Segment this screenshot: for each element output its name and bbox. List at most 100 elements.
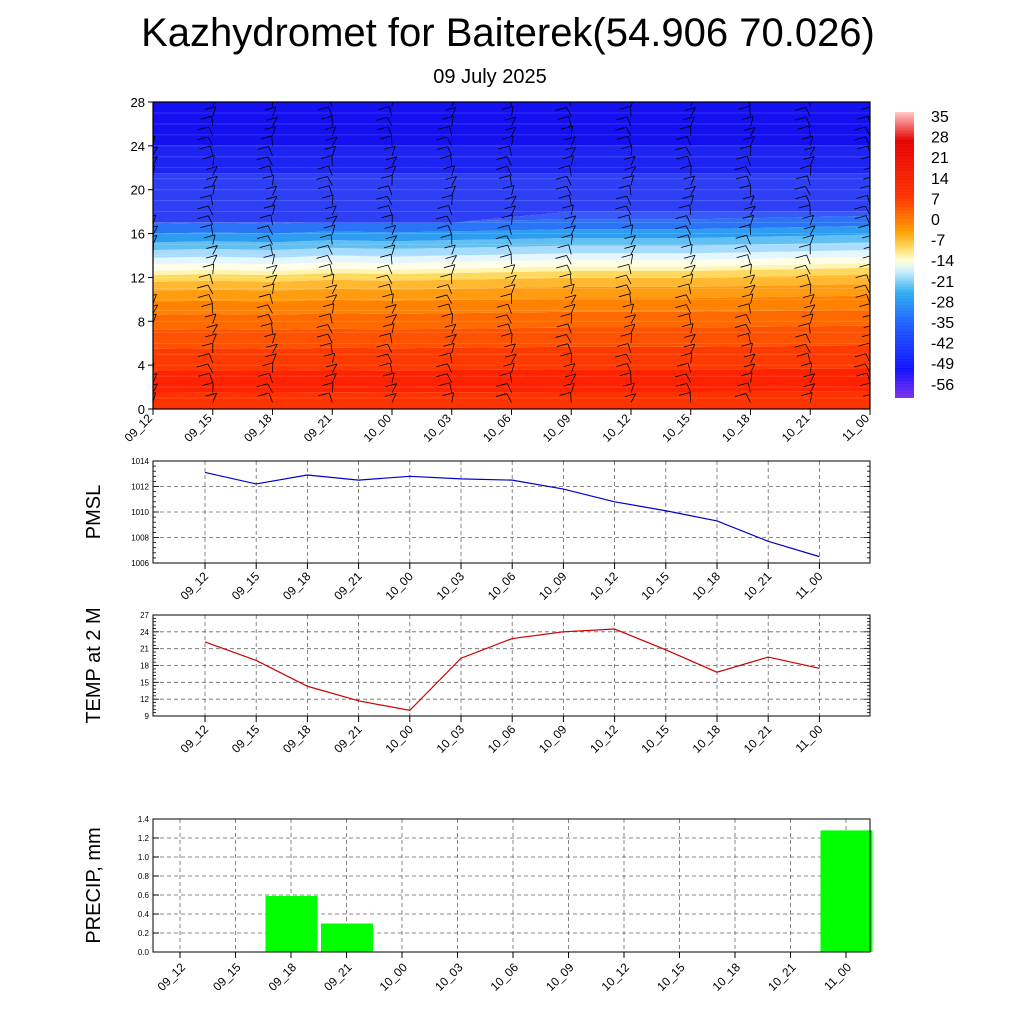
wind-barb-staff [685, 294, 692, 304]
colorbar-label: -49 [931, 356, 954, 373]
wind-barb-flag [504, 126, 517, 131]
wind-barb-flag [325, 363, 338, 368]
wind-barb-flag [555, 334, 567, 338]
wind-barb-flag [863, 167, 870, 170]
wind-barb-staff [331, 382, 334, 393]
wind-barb-staff [570, 392, 572, 403]
wind-barb-flag [616, 135, 629, 140]
x-tick-label: 10_12 [587, 722, 621, 756]
wind-barb-staff [331, 205, 337, 216]
wind-barb-staff [570, 136, 576, 147]
wind-barb-flag [437, 303, 449, 308]
wind-barb-staff [750, 274, 755, 285]
wind-barb-flag [496, 383, 508, 387]
x-tick-label: 10_06 [488, 960, 522, 994]
wind-barb-flag [741, 293, 754, 298]
wind-barb-staff [511, 185, 515, 196]
wind-barb-flag [383, 372, 395, 377]
wind-barb-staff [750, 136, 755, 147]
wind-barb-flag [153, 146, 158, 149]
wind-barb-flag [620, 332, 632, 337]
temp-band-warm-2 [153, 345, 870, 371]
wind-barb-staff [690, 195, 695, 206]
wind-barb-staff [449, 382, 453, 393]
wind-barb-staff [865, 136, 870, 147]
wind-barb-staff [212, 155, 215, 166]
wind-barb-flag [678, 204, 690, 209]
wind-barb-staff [687, 156, 692, 166]
wind-barb-staff [690, 175, 695, 186]
wind-barb-flag [684, 264, 696, 269]
wind-barb-staff [630, 314, 637, 324]
x-tick-label: 09_18 [280, 722, 314, 756]
wind-barb-staff [809, 313, 814, 324]
x-tick-label: 10_15 [638, 569, 672, 603]
wind-barb-staff [272, 117, 278, 127]
wind-barb-flag [744, 205, 756, 210]
wind-barb-flag [796, 175, 808, 180]
wind-barb-flag [676, 155, 688, 160]
wind-barb-staff [570, 146, 577, 156]
wind-barb-flag [801, 392, 813, 396]
wind-barb-staff [329, 264, 333, 275]
pmsl-panel: 1006 1008 1010 1012 1014 09_12 09_15 09_18 09_21… [83, 457, 871, 603]
wind-barb-staff [750, 205, 756, 216]
wind-barb-flag [316, 98, 327, 101]
wind-barb-flag [324, 126, 336, 130]
wind-barb-flag [855, 293, 867, 298]
wind-barb-staff [451, 392, 455, 403]
wind-barb-flag [738, 105, 750, 110]
wind-barb-staff [451, 116, 454, 127]
wind-barb-staff [809, 283, 812, 294]
wind-barb-staff [272, 333, 276, 344]
wind-barb-staff [511, 106, 514, 117]
wind-barb-flag [803, 156, 815, 160]
wind-barb-flag [498, 145, 510, 150]
heatmap-field [153, 98, 870, 409]
y-tick-label: 21 [140, 645, 149, 654]
wind-barb-flag [382, 293, 394, 298]
wind-barb-staff [267, 235, 273, 245]
x-tick-label: 10_09 [536, 569, 570, 603]
wind-barb-flag [442, 115, 454, 120]
wind-barb-flag [316, 333, 329, 338]
wind-barb-staff [207, 136, 214, 147]
wind-barb-staff [864, 205, 870, 216]
wind-barb-staff [690, 116, 695, 127]
wind-barb-flag [258, 165, 270, 170]
wind-barb-flag [616, 343, 629, 347]
wind-barb-staff [330, 343, 333, 354]
wind-barb-staff [331, 215, 338, 225]
wind-barb-staff [331, 294, 338, 304]
wind-barb-flag [376, 116, 388, 121]
wind-barb-staff [630, 235, 636, 245]
wind-barb-flag [681, 244, 693, 248]
wind-barb-staff [391, 314, 397, 324]
wind-barb-flag [498, 175, 511, 179]
wind-barb-staff [208, 126, 214, 137]
wind-barb-staff [331, 224, 336, 235]
wind-barb-staff [809, 136, 814, 146]
wind-barb-flag [802, 214, 814, 219]
wind-barb-staff [451, 313, 454, 324]
wind-barb-staff [749, 224, 751, 235]
wind-barb-staff [267, 304, 273, 314]
wind-barb-staff [626, 195, 632, 206]
temp-band-warm-5 [153, 295, 870, 315]
wind-barb-flag [857, 145, 869, 150]
wind-barb-flag [615, 205, 627, 210]
wind-barb-flag [203, 155, 215, 160]
wind-barb-staff [391, 323, 395, 334]
y-tick-label: 0.4 [138, 910, 150, 919]
wind-barb-flag [384, 145, 396, 150]
wind-barb-flag [556, 343, 568, 348]
colorbar-label: 14 [931, 171, 949, 188]
wind-barb-staff [688, 283, 692, 294]
wind-barb-flag [266, 195, 278, 200]
wind-barb-staff [447, 284, 453, 295]
wind-barb-staff [750, 284, 756, 295]
wind-barb-staff [748, 303, 751, 314]
wind-barb-flag [683, 254, 696, 259]
wind-barb-staff [389, 284, 393, 294]
wind-barb-staff [212, 166, 218, 176]
